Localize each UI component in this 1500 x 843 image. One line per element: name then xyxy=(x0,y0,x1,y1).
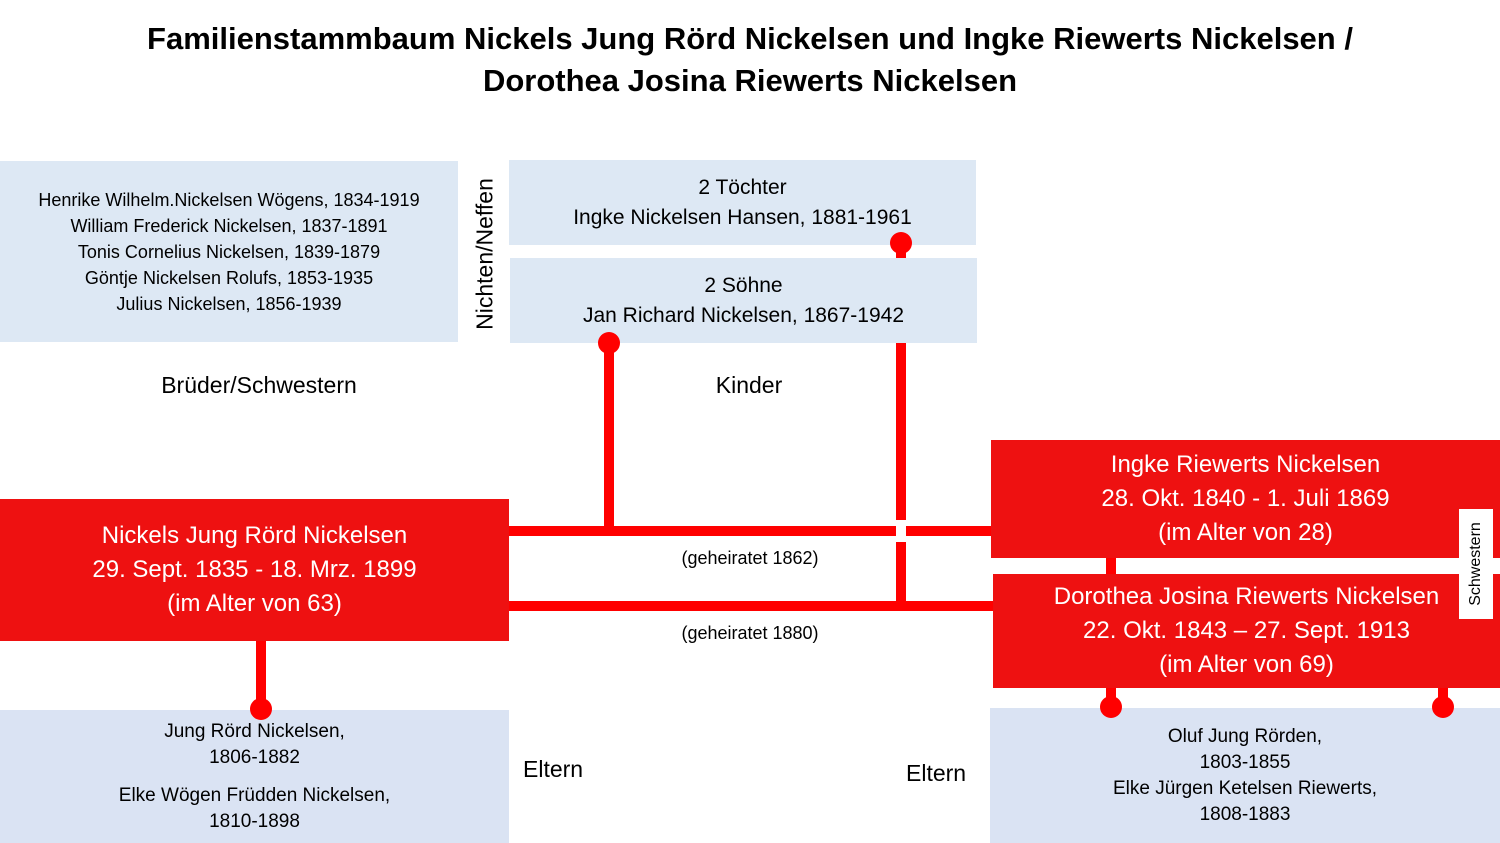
connector-dot-dorothea-parents-1 xyxy=(1100,696,1122,718)
ingke-dates: 28. Okt. 1840 - 1. Juli 1869 xyxy=(1101,485,1390,512)
connector-dot-daughters xyxy=(890,232,912,254)
parents-left-father-years: 1806-1882 xyxy=(209,746,300,768)
dorothea-dates: 22. Okt. 1843 – 27. Sept. 1913 xyxy=(1083,617,1410,644)
parents-label-right: Eltern xyxy=(906,760,967,786)
sibling-entry: Henrike Wilhelm.Nickelsen Wögens, 1834-1… xyxy=(38,190,420,210)
sibling-entry: Tonis Cornelius Nickelsen, 1839-1879 xyxy=(77,242,381,262)
connector-dot-dorothea-parents-2 xyxy=(1432,696,1454,718)
connector-dot-nickels-parents xyxy=(250,698,272,720)
parents-right-father: Oluf Jung Rörden, xyxy=(1167,725,1323,747)
sisters-label-box: Schwestern xyxy=(1459,509,1493,619)
connector-sisters xyxy=(1106,558,1116,574)
sons-box: 2 Söhne Jan Richard Nickelsen, 1867-1942 xyxy=(510,258,977,343)
marriage-1880-label: (geheiratet 1880) xyxy=(681,623,819,643)
marriage-line-1880 xyxy=(509,601,993,611)
nickels-name: Nickels Jung Rörd Nickelsen xyxy=(101,522,408,549)
siblings-box: Henrike Wilhelm.Nickelsen Wögens, 1834-1… xyxy=(0,161,458,342)
parents-right-mother-years: 1808-1883 xyxy=(1199,803,1291,825)
sons-name: Jan Richard Nickelsen, 1867-1942 xyxy=(582,303,905,327)
parents-label-left: Eltern xyxy=(523,756,584,782)
parents-right-father-years: 1803-1855 xyxy=(1199,751,1291,773)
parents-left-father: Jung Rörd Nickelsen, xyxy=(164,720,345,742)
page-title: Familienstammbaum Nickels Jung Rörd Nick… xyxy=(0,18,1500,102)
siblings-label: Brüder/Schwestern xyxy=(161,372,357,398)
connector-daughters-vertical xyxy=(896,245,906,605)
parents-right-mother: Elke Jürgen Ketelsen Riewerts, xyxy=(1112,777,1377,799)
daughters-count: 2 Töchter xyxy=(698,175,787,199)
line-gap xyxy=(896,520,906,542)
title-line-1: Familienstammbaum Nickels Jung Rörd Nick… xyxy=(147,21,1353,56)
connector-nickels-parents xyxy=(256,640,266,710)
connector-sons-vertical xyxy=(604,344,614,529)
title-line-2: Dorothea Josina Riewerts Nickelsen xyxy=(482,63,1018,98)
nickels-box: Nickels Jung Rörd Nickelsen 29. Sept. 18… xyxy=(0,499,509,641)
sibling-entry: William Frederick Nickelsen, 1837-1891 xyxy=(70,216,388,236)
ingke-box: Ingke Riewerts Nickelsen 28. Okt. 1840 -… xyxy=(991,440,1500,558)
sibling-entry: Julius Nickelsen, 1856-1939 xyxy=(116,294,342,314)
sibling-entry: Göntje Nickelsen Rolufs, 1853-1935 xyxy=(84,268,374,288)
children-label: Kinder xyxy=(715,372,783,398)
ingke-name: Ingke Riewerts Nickelsen xyxy=(1110,451,1381,478)
nickels-dates: 29. Sept. 1835 - 18. Mrz. 1899 xyxy=(92,556,417,583)
sons-count: 2 Söhne xyxy=(704,273,783,297)
dorothea-age: (im Alter von 69) xyxy=(1159,651,1334,678)
daughters-name: Ingke Nickelsen Hansen, 1881-1961 xyxy=(573,205,912,229)
marriage-1862-label: (geheiratet 1862) xyxy=(681,548,819,568)
nickels-age: (im Alter von 63) xyxy=(167,590,342,617)
marriage-line-1862 xyxy=(509,526,993,536)
sisters-label: Schwestern xyxy=(1467,522,1484,606)
connector-dot-sons xyxy=(598,332,620,354)
parents-left-mother: Elke Wögen Früdden Nickelsen, xyxy=(118,784,391,806)
dorothea-box: Dorothea Josina Riewerts Nickelsen 22. O… xyxy=(993,574,1500,688)
parents-right-box: Oluf Jung Rörden, 1803-1855 Elke Jürgen … xyxy=(990,708,1500,843)
ingke-age: (im Alter von 28) xyxy=(1158,519,1333,546)
dorothea-name: Dorothea Josina Riewerts Nickelsen xyxy=(1053,583,1440,610)
nieces-nephews-label: Nichten/Neffen xyxy=(471,178,498,330)
parents-left-mother-years: 1810-1898 xyxy=(209,810,300,832)
parents-left-box: Jung Rörd Nickelsen, 1806-1882 Elke Wöge… xyxy=(0,710,509,843)
daughters-box: 2 Töchter Ingke Nickelsen Hansen, 1881-1… xyxy=(509,160,976,245)
